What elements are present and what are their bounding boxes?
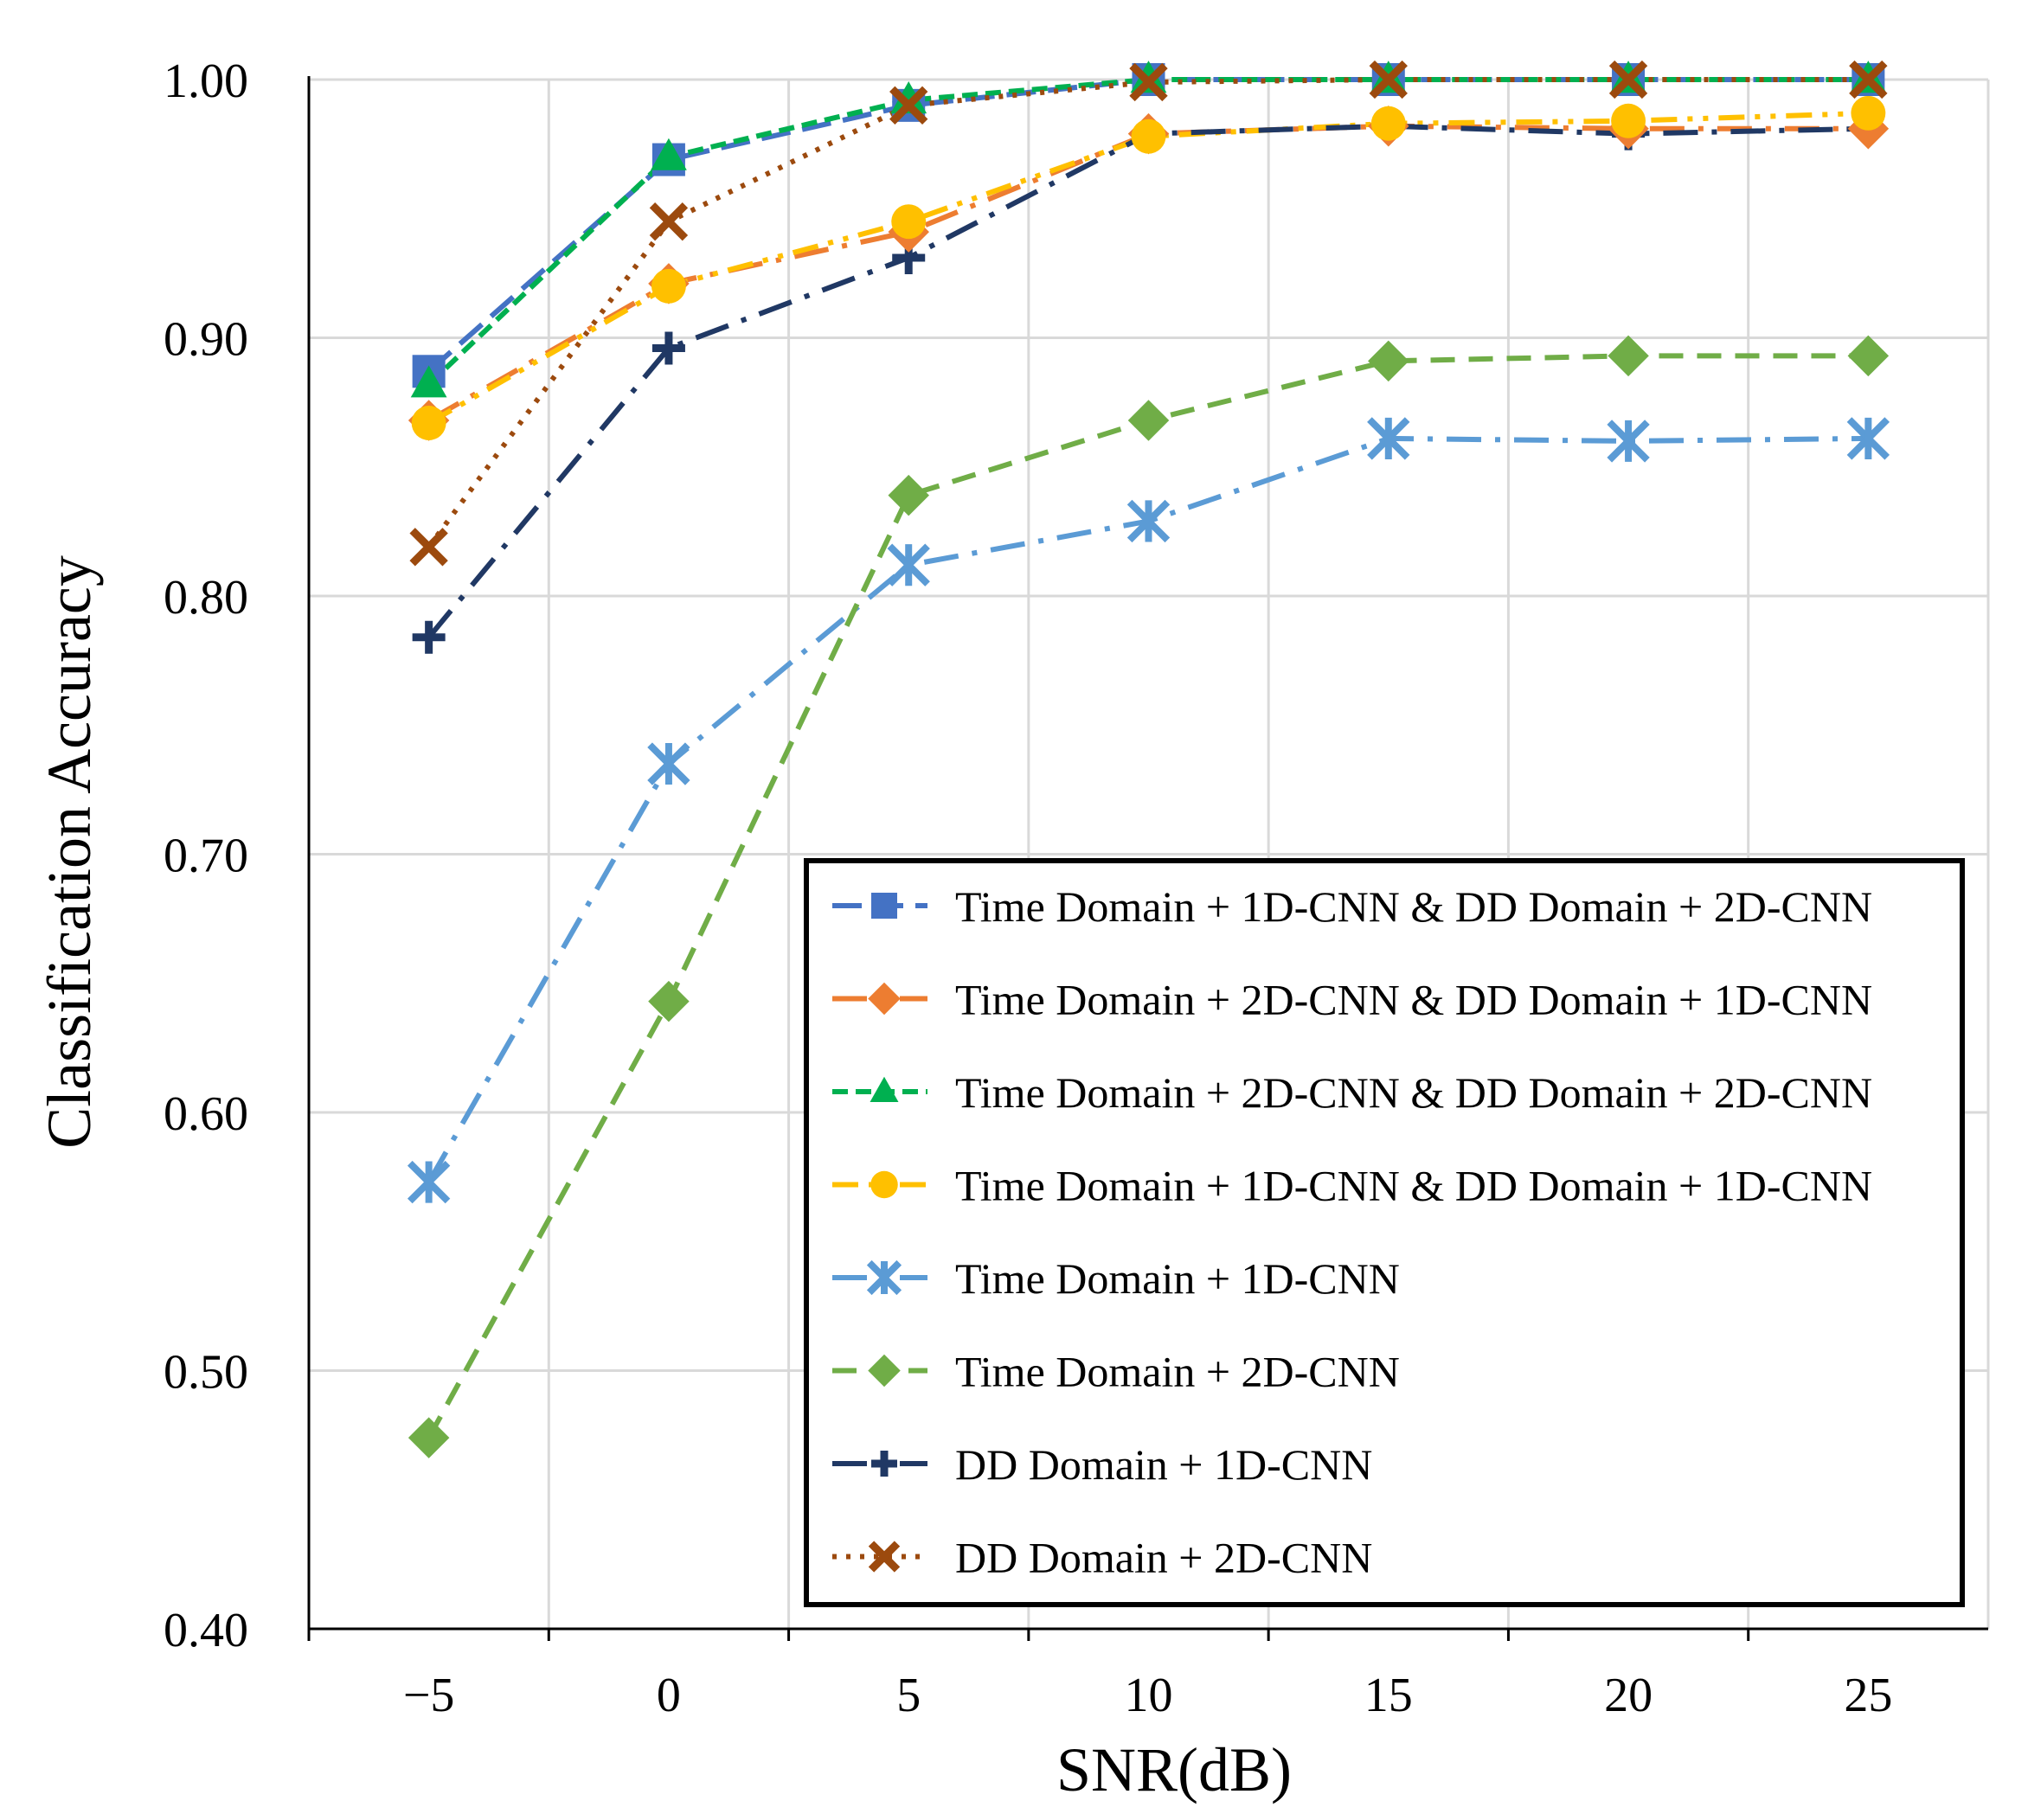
data-point-marker (888, 474, 929, 516)
data-point-marker (1607, 420, 1650, 463)
legend-label: DD Domain + 2D-CNN (955, 1534, 1372, 1582)
legend: Time Domain + 1D-CNN & DD Domain + 2D-CN… (804, 858, 1965, 1607)
axes (307, 76, 1988, 1641)
legend-label: Time Domain + 2D-CNN & DD Domain + 1D-CN… (955, 976, 1872, 1024)
data-point-marker (870, 1170, 898, 1199)
data-point-marker (411, 406, 446, 440)
y-tick-label: 1.00 (164, 54, 248, 108)
legend-label: Time Domain + 1D-CNN (955, 1254, 1400, 1303)
x-tick-label: 15 (1364, 1669, 1413, 1722)
legend-frame (804, 858, 1965, 1607)
data-point-marker (410, 365, 447, 398)
data-point-marker (412, 620, 446, 654)
y-tick-label: 0.40 (164, 1604, 248, 1657)
data-point-marker (1127, 400, 1170, 441)
data-point-marker (871, 1451, 897, 1477)
data-point-marker (648, 980, 690, 1022)
data-point-marker (651, 331, 685, 365)
x-tick-label: 0 (657, 1669, 681, 1722)
data-point-marker (887, 543, 930, 586)
y-tick-label: 0.50 (164, 1346, 248, 1400)
data-point-marker (1129, 62, 1168, 102)
data-point-marker (1370, 106, 1406, 141)
x-tick-label: −5 (403, 1669, 455, 1722)
data-point-marker (1126, 499, 1171, 543)
data-point-marker (1851, 95, 1886, 131)
x-tick-label: 10 (1125, 1669, 1173, 1722)
data-point-marker (651, 268, 686, 304)
data-point-marker (1847, 335, 1890, 377)
legend-label: Time Domain + 1D-CNN & DD Domain + 2D-CN… (955, 882, 1872, 931)
series-line (427, 123, 1869, 639)
legend-label: Time Domain + 1D-CNN & DD Domain + 1D-CN… (955, 1162, 1872, 1210)
data-point-marker (1368, 340, 1409, 382)
x-axis-title: SNR(dB) (1056, 1735, 1292, 1804)
data-point-marker (1611, 103, 1646, 138)
legend-label: DD Domain + 1D-CNN (955, 1440, 1372, 1489)
data-point-marker (870, 1076, 899, 1102)
y-axis-title: Classification Accuracy (35, 555, 104, 1149)
data-point-marker (649, 202, 689, 241)
data-point-marker (1131, 119, 1166, 154)
y-tick-label: 0.70 (164, 830, 248, 883)
data-point-marker (1849, 60, 1888, 99)
data-point-marker (871, 893, 897, 919)
tick-labels: 0.40 0.50 0.60 0.70 0.80 0.90 1.00 −5 0 5 10 15 20 25 (164, 54, 1892, 1722)
data-point-marker (868, 1354, 901, 1387)
x-tick-label: 5 (896, 1669, 921, 1722)
data-point-marker (647, 742, 690, 785)
y-tick-label: 0.60 (164, 1087, 248, 1141)
data-point-marker (866, 1259, 902, 1296)
legend-label: Time Domain + 2D-CNN (955, 1348, 1400, 1396)
y-tick-label: 0.80 (164, 571, 248, 625)
data-point-marker (868, 1541, 901, 1573)
data-point-marker (891, 204, 927, 240)
data-point-marker (408, 1417, 450, 1458)
data-point-marker (651, 138, 687, 170)
data-point-marker (1846, 417, 1890, 460)
series-markers (407, 60, 1890, 1458)
data-point-marker (889, 86, 928, 125)
data-point-marker (407, 1160, 451, 1204)
data-point-marker (868, 982, 901, 1016)
legend-label: Time Domain + 2D-CNN & DD Domain + 2D-CN… (955, 1068, 1872, 1117)
x-tick-label: 25 (1844, 1669, 1892, 1722)
data-point-marker (409, 528, 448, 567)
data-point-marker (890, 81, 927, 114)
x-tick-label: 20 (1604, 1669, 1653, 1722)
data-point-marker (1608, 60, 1648, 99)
data-point-marker (1608, 335, 1649, 377)
data-point-marker (1367, 417, 1410, 460)
data-point-marker (1369, 60, 1408, 99)
y-tick-label: 0.90 (164, 313, 248, 367)
